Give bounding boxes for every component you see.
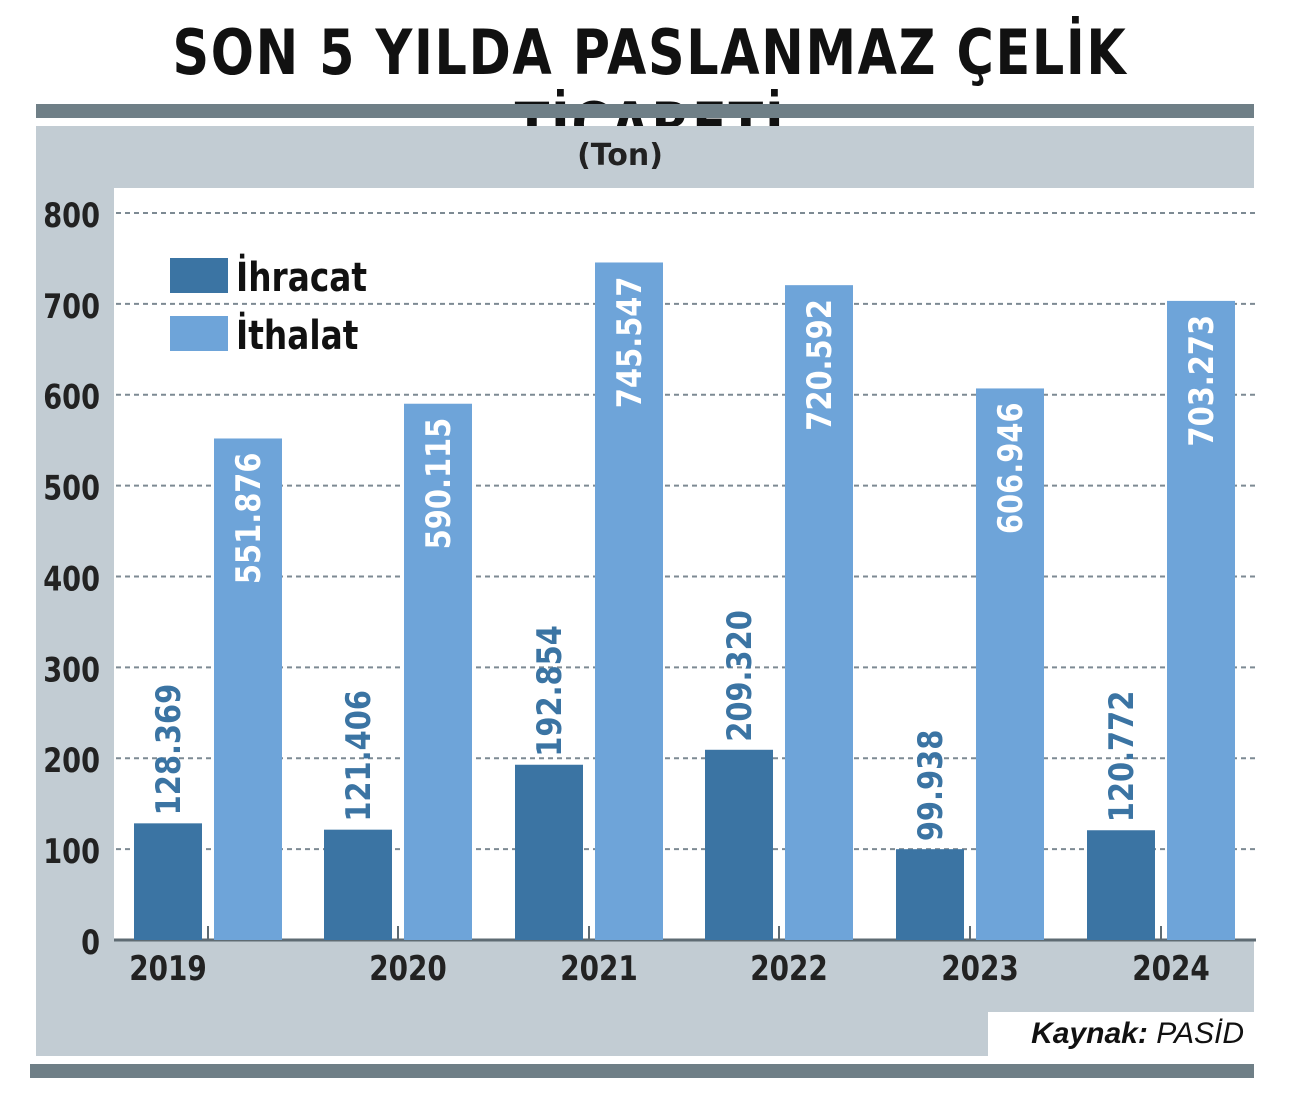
y-tick-label: 400 xyxy=(43,560,100,600)
y-tick-label: 200 xyxy=(43,741,100,781)
unit-label: (Ton) xyxy=(577,138,663,173)
x-category-label: 2019 xyxy=(129,949,207,988)
x-category-label: 2022 xyxy=(750,949,828,988)
data-label: 192.854 xyxy=(531,625,570,757)
x-category-label: 2021 xyxy=(560,949,638,988)
bar-ihracat xyxy=(705,749,773,940)
data-label: 551.876 xyxy=(230,452,269,584)
legend-swatch-ihracat xyxy=(170,258,228,293)
legend-swatch-ithalat xyxy=(170,316,228,351)
data-label: 720.592 xyxy=(801,299,840,431)
source-label: Kaynak: xyxy=(1031,1017,1148,1050)
source-value: PASİD xyxy=(1156,1017,1244,1050)
data-label: 590.115 xyxy=(420,418,459,550)
data-label: 121.406 xyxy=(340,690,379,822)
source-note: Kaynak: PASİD xyxy=(988,1012,1254,1056)
data-label: 120.772 xyxy=(1103,691,1142,823)
y-tick-label: 500 xyxy=(43,469,100,509)
legend-label-ihracat: İhracat xyxy=(236,253,367,301)
x-category-label: 2020 xyxy=(369,949,447,988)
plot-area xyxy=(114,188,1256,940)
data-label: 703.273 xyxy=(1183,315,1222,447)
bar-ithalat xyxy=(404,403,472,940)
legend-label-ithalat: İthalat xyxy=(236,311,358,359)
bar-ihracat xyxy=(324,829,392,940)
bar-ithalat xyxy=(785,285,853,941)
bottom-rule xyxy=(30,1064,1254,1078)
y-tick-label: 300 xyxy=(43,650,100,690)
y-tick-label: 0 xyxy=(81,923,100,963)
y-tick-label: 600 xyxy=(43,378,100,418)
bar-ihracat xyxy=(515,764,583,940)
data-label: 209.320 xyxy=(721,610,760,742)
data-label: 99.938 xyxy=(912,730,951,842)
y-tick-label: 100 xyxy=(43,832,100,872)
data-label: 745.547 xyxy=(611,276,650,408)
y-tick-label: 700 xyxy=(43,287,100,327)
chart-title: SON 5 YILDA PASLANMAZ ÇELİK TİCARETİ xyxy=(172,16,1128,162)
bar-ihracat xyxy=(134,823,202,940)
top-rule xyxy=(36,104,1254,118)
bar-ithalat xyxy=(976,388,1044,940)
y-tick-label: 800 xyxy=(43,196,100,236)
bar-ithalat xyxy=(595,262,663,941)
x-category-label: 2023 xyxy=(941,949,1019,988)
bar-ihracat xyxy=(896,849,964,940)
data-label: 128.369 xyxy=(150,684,189,816)
x-category-label: 2024 xyxy=(1132,949,1210,988)
bar-ithalat xyxy=(214,438,282,940)
data-label: 606.946 xyxy=(992,402,1031,534)
bar-ithalat xyxy=(1167,300,1235,941)
bar-ihracat xyxy=(1087,830,1155,940)
